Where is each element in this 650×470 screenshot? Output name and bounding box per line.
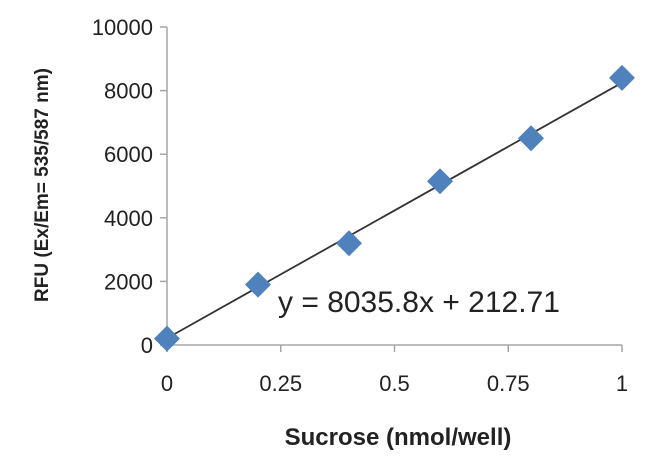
data-point [154, 325, 180, 352]
data-point [518, 125, 544, 152]
x-tick-label: 1 [616, 371, 628, 396]
y-tick-label: 6000 [104, 142, 153, 167]
x-tick-label: 0.25 [259, 371, 302, 396]
trendline-layer [166, 81, 623, 340]
x-tick-label: 0.5 [379, 371, 410, 396]
x-tick-label: 0.75 [487, 371, 530, 396]
y-tick-label: 10000 [92, 15, 153, 40]
y-tick-label: 4000 [104, 206, 153, 231]
tick-labels: 0 2000 4000 6000 8000 10000 0 0.25 0.5 0.75 1 [92, 15, 628, 396]
x-axis-title: Sucrose (nmol/well) [285, 424, 512, 451]
points-layer [154, 64, 635, 352]
data-point [336, 230, 362, 257]
y-tick-label: 0 [141, 333, 153, 358]
data-point [609, 64, 635, 91]
axes [160, 26, 623, 352]
data-point [427, 168, 453, 195]
data-point [245, 271, 271, 298]
y-tick-label: 2000 [104, 269, 153, 294]
x-tick-label: 0 [161, 371, 173, 396]
y-tick-label: 8000 [104, 79, 153, 104]
trendline [166, 81, 623, 340]
trendline-equation: y = 8035.8x + 212.71 [278, 286, 560, 319]
y-axis-title: RFU (Ex/Em= 535/587 nm) [32, 68, 53, 302]
